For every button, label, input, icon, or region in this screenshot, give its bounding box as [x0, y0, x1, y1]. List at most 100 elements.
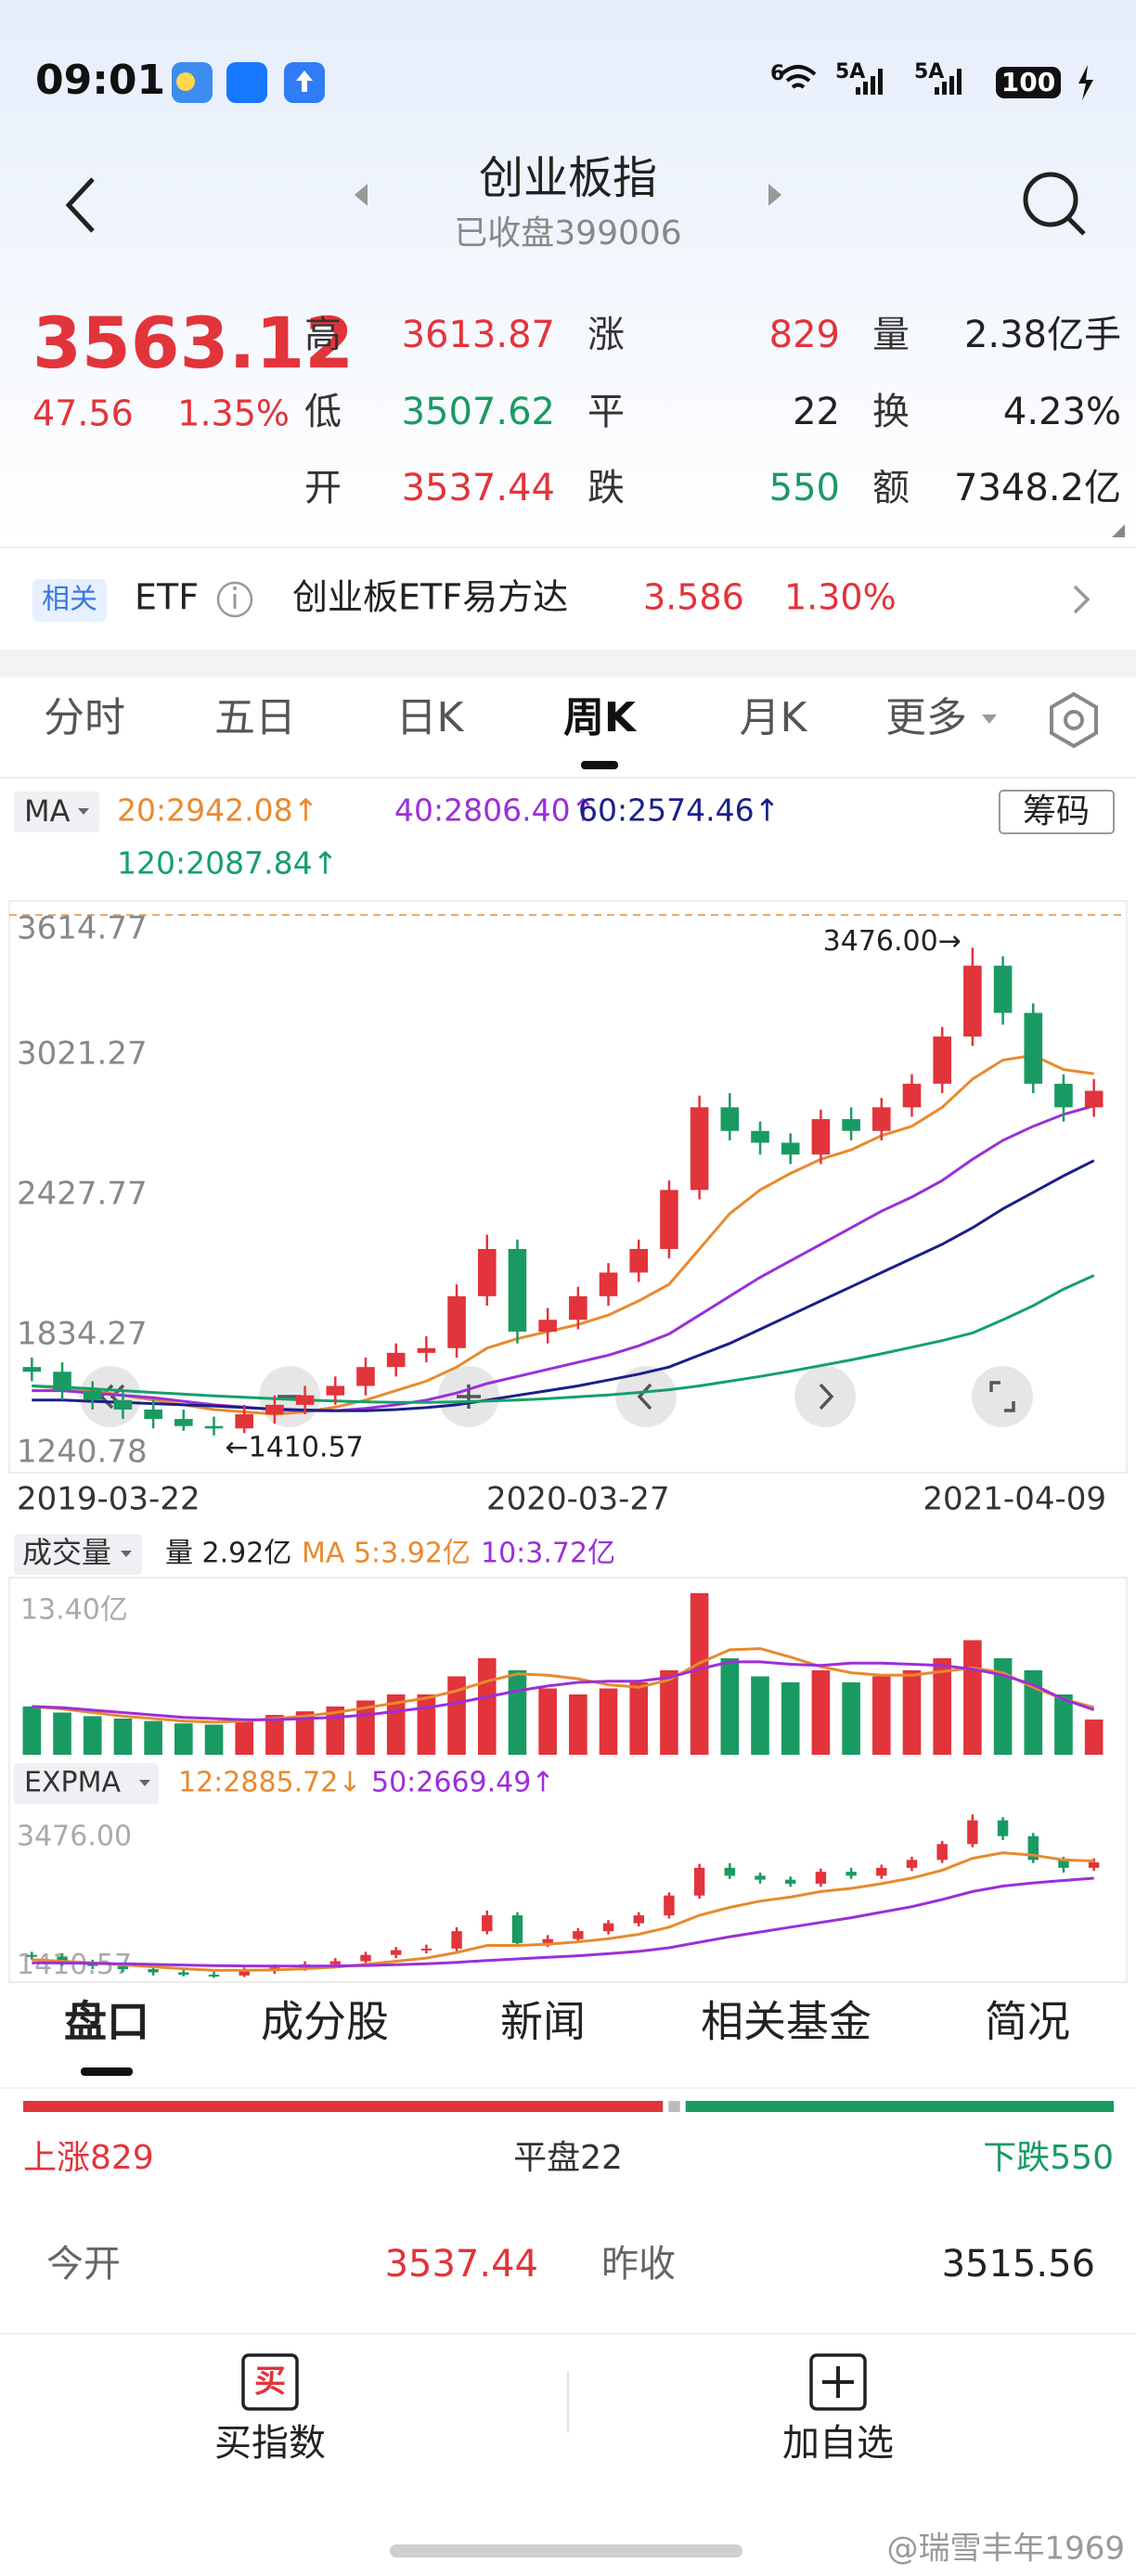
period-tab[interactable]: 五日 [214, 694, 296, 741]
buy-icon-glyph: 买 [254, 2363, 286, 2401]
x-tick-label: 2020-03-27 [486, 1481, 670, 1518]
breadth-part: 829 [90, 2139, 154, 2177]
volume-bar [447, 1676, 466, 1755]
period-tab[interactable]: 更多 [885, 694, 967, 741]
search-button[interactable] [1023, 172, 1078, 227]
candle-body [963, 965, 982, 1037]
candle-body [1088, 1861, 1100, 1868]
candle-body [174, 1419, 193, 1426]
settings-icon[interactable] [1050, 691, 1098, 749]
volume-bar [902, 1670, 922, 1755]
next-index[interactable] [768, 184, 781, 206]
volume-bar [720, 1658, 740, 1755]
sub-frame [8, 1577, 1128, 1983]
period-tab[interactable]: 周K [563, 694, 638, 741]
buy-icon[interactable] [241, 2353, 299, 2411]
y-tick-label: 3476.00 [17, 1821, 132, 1853]
candle-body [511, 1915, 523, 1943]
period-tab[interactable]: 分时 [44, 694, 125, 741]
volume-bar [265, 1715, 284, 1755]
candle-body [538, 1320, 557, 1332]
stat-label: 低 [304, 391, 342, 433]
back-button[interactable] [65, 177, 95, 233]
action-label[interactable]: 加自选 [782, 2422, 894, 2465]
breadth-down [685, 2101, 1114, 2112]
volume-bar [83, 1716, 102, 1755]
tag-bg [32, 579, 107, 622]
y-tick-label: 3021.27 [17, 1036, 148, 1073]
stat-value: 3507.62 [402, 391, 555, 433]
stat-label: 高 [304, 314, 342, 356]
line [32, 1647, 1095, 1724]
control-button[interactable] [794, 1366, 856, 1427]
candle-body [53, 1372, 71, 1391]
expma-chip[interactable] [14, 1763, 159, 1804]
ma-button: MA [24, 793, 71, 829]
info-tab[interactable]: 盘口 [64, 1997, 149, 2047]
volume-bar [933, 1658, 951, 1755]
volume-chip[interactable] [14, 1534, 142, 1575]
x-tick-label: 2019-03-22 [17, 1481, 200, 1518]
settings-core [1064, 710, 1084, 730]
candle-body [573, 1931, 584, 1939]
title: 创业板指 [479, 152, 657, 204]
info-icon[interactable] [216, 581, 253, 618]
etf-name[interactable]: 创业板ETF易方达 [292, 577, 568, 618]
info-tab[interactable]: 成分股 [261, 1997, 389, 2047]
gap-band [0, 650, 1136, 677]
net2: 5A [914, 60, 944, 84]
etf-pct: 1.30% [784, 577, 897, 618]
prev-index[interactable] [355, 184, 368, 206]
line [32, 1159, 1095, 1412]
battery [996, 67, 1061, 98]
candle-body [846, 1872, 857, 1876]
info-tab[interactable]: 简况 [985, 1997, 1070, 2047]
stat-value: 22 [793, 391, 840, 433]
line [32, 1104, 1095, 1412]
period-tab[interactable]: 日K [396, 694, 465, 741]
wifi-label: 6 [770, 62, 784, 85]
candle-body [784, 1879, 796, 1884]
candle-body [178, 1972, 189, 1976]
candle-body [482, 1915, 493, 1932]
line [32, 1851, 1094, 1972]
volume-bar [144, 1720, 162, 1755]
stat-label: 涨 [587, 314, 625, 356]
info-tab[interactable]: 新闻 [500, 1997, 586, 2047]
candle-body [690, 1107, 709, 1191]
candle-body [57, 1956, 68, 1964]
wifi-icon [780, 65, 817, 89]
stat-label: 量 [872, 314, 910, 356]
last-volume: 量 2.92亿 [165, 1538, 291, 1570]
etf-tag: 相关 [42, 584, 97, 616]
period-tab[interactable]: 月K [740, 694, 808, 741]
info-tab-underline [81, 2067, 133, 2076]
prev-value: 3515.56 [942, 2243, 1095, 2286]
candle-body [113, 1399, 133, 1410]
control-button[interactable] [972, 1366, 1033, 1427]
volume-bar [235, 1719, 254, 1755]
legend-entry: 40:2806.40↑ [394, 792, 596, 829]
action-label[interactable]: 买指数 [214, 2422, 326, 2465]
candle-body [235, 1414, 254, 1429]
chips-button[interactable] [999, 790, 1115, 834]
ma-chip[interactable] [14, 792, 99, 832]
candle-body [83, 1390, 102, 1400]
candle-body [1027, 1835, 1039, 1861]
line [32, 1876, 1094, 1968]
candle-body [204, 1425, 224, 1429]
etf-chevron[interactable] [1073, 585, 1091, 614]
candle-body [902, 1083, 922, 1108]
candle-body [876, 1867, 887, 1876]
volume-bar [538, 1688, 557, 1755]
stat-label: 换 [872, 391, 910, 433]
info-tab[interactable]: 相关基金 [701, 1997, 871, 2047]
control-button[interactable] [615, 1366, 677, 1427]
breadth-part: 平盘 [513, 2139, 580, 2177]
info-dot [233, 586, 237, 590]
breadth-up [23, 2101, 664, 2112]
candle-body [386, 1352, 406, 1368]
y-tick-label: 1240.78 [17, 1434, 148, 1471]
candle-body [542, 1938, 553, 1943]
